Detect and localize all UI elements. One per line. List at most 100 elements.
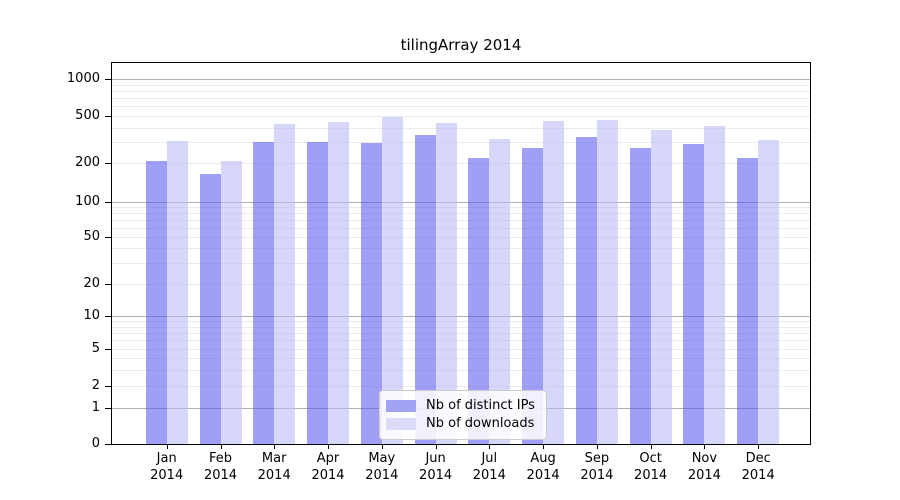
gridline-minor-2 [112,386,810,387]
gridline-minor-20 [112,284,810,285]
bar-distinct-ips-jan [145,160,167,444]
xtick-mark-feb [220,444,222,449]
xtick-label-feb: Feb 2014 [203,451,238,483]
xtick-mark-may [381,444,383,449]
bar-distinct-ips-aug [522,147,544,444]
bar-downloads-sep [596,119,618,444]
ytick-label-10: 10 [83,308,100,323]
plot-area [111,62,811,445]
ytick-mark-20 [105,284,112,285]
gridline-minor-30 [112,263,810,265]
gridline-minor-6 [112,340,810,342]
legend-swatch-downloads [386,417,416,430]
gridline-minor-800 [112,90,810,92]
gridline-minor-8 [112,326,810,328]
gridline-minor-700 [112,98,810,99]
gridline-minor-600 [112,106,810,108]
gridline-major-1000 [112,79,810,80]
gridline-minor-500 [112,116,810,117]
xtick-mark-mar [274,444,276,449]
gridline-minor-5 [112,349,810,350]
bar-distinct-ips-may [360,143,382,444]
bar-distinct-ips-feb [199,174,221,444]
gridline-minor-80 [112,213,810,215]
xtick-label-sep: Sep 2014 [580,451,614,483]
legend-item-downloads: Nb of downloads [386,415,538,432]
ytick-mark-50 [105,237,112,238]
legend-swatch-distinct-ips [386,399,416,412]
xtick-label-nov: Nov 2014 [687,451,721,483]
xtick-mark-aug [543,444,545,449]
gridline-minor-400 [112,127,810,129]
bar-distinct-ips-sep [575,137,597,444]
ytick-mark-0 [105,444,112,445]
ytick-mark-100 [105,202,112,203]
bar-downloads-feb [220,160,242,444]
legend-label-downloads: Nb of downloads [426,416,535,431]
ytick-mark-2 [105,386,112,387]
ytick-mark-1000 [105,79,112,80]
xtick-label-apr: Apr 2014 [311,451,345,483]
xtick-label-jul: Jul 2014 [472,451,506,483]
bar-downloads-mar [274,123,296,444]
xtick-label-may: May 2014 [365,451,399,483]
ytick-label-500: 500 [75,108,100,123]
ytick-mark-10 [105,316,112,317]
xtick-label-dec: Dec 2014 [741,451,775,483]
ytick-label-200: 200 [75,155,100,171]
bar-downloads-nov [704,125,726,444]
xtick-label-aug: Aug 2014 [526,451,560,483]
gridline-minor-200 [112,163,810,165]
xtick-mark-oct [650,444,652,449]
bar-distinct-ips-apr [307,142,328,444]
xtick-label-mar: Mar 2014 [257,451,291,483]
ytick-label-0: 0 [91,436,100,451]
bar-distinct-ips-jun [414,135,436,444]
gridline-minor-90 [112,207,810,209]
gridline-major-100 [112,202,810,203]
xtick-mark-dec [758,444,760,449]
ytick-label-50: 50 [83,229,100,244]
gridline-major-10 [112,316,810,317]
bar-distinct-ips-dec [737,158,759,444]
ytick-mark-1 [105,408,112,409]
ytick-label-1000: 1000 [66,71,100,86]
bar-downloads-aug [543,120,565,444]
ytick-label-100: 100 [75,194,100,209]
xtick-mark-sep [596,444,598,449]
gridline-minor-7 [112,333,810,334]
gridline-minor-50 [112,237,810,238]
ytick-label-20: 20 [83,276,100,291]
gridline-minor-40 [112,248,810,250]
bar-distinct-ips-oct [629,147,651,444]
legend-item-distinct-ips: Nb of distinct IPs [386,397,538,414]
legend-label-distinct-ips: Nb of distinct IPs [426,398,535,413]
gridline-minor-3 [112,369,810,371]
xtick-label-jun: Jun 2014 [419,451,453,483]
gridline-minor-70 [112,220,810,221]
legend: Nb of distinct IPs Nb of downloads [379,390,547,440]
bar-distinct-ips-jul [468,158,490,444]
ytick-mark-200 [105,163,112,165]
ytick-label-5: 5 [91,341,100,356]
xtick-mark-apr [328,444,329,449]
bar-downloads-may [381,117,403,444]
gridline-minor-9 [112,321,810,322]
ytick-label-2: 2 [91,378,100,393]
gridline-minor-60 [112,227,810,229]
xtick-label-oct: Oct 2014 [634,451,668,483]
bar-downloads-dec [758,139,780,444]
bar-downloads-jul [489,139,511,444]
xtick-mark-jun [435,444,437,449]
ytick-label-1: 1 [91,400,100,415]
bar-downloads-jan [166,140,188,444]
ytick-mark-5 [105,349,112,350]
gridline-minor-900 [112,84,810,86]
ytick-mark-500 [105,116,112,117]
xtick-label-jan: Jan 2014 [150,451,184,483]
xtick-mark-jul [489,444,491,449]
xtick-mark-nov [704,444,706,449]
gridline-minor-4 [112,358,810,359]
xtick-mark-jan [166,444,168,449]
